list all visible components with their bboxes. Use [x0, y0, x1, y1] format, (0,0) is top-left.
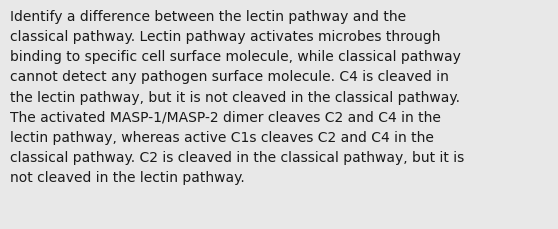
Text: Identify a difference between the lectin pathway and the
classical pathway. Lect: Identify a difference between the lectin… — [10, 10, 464, 184]
